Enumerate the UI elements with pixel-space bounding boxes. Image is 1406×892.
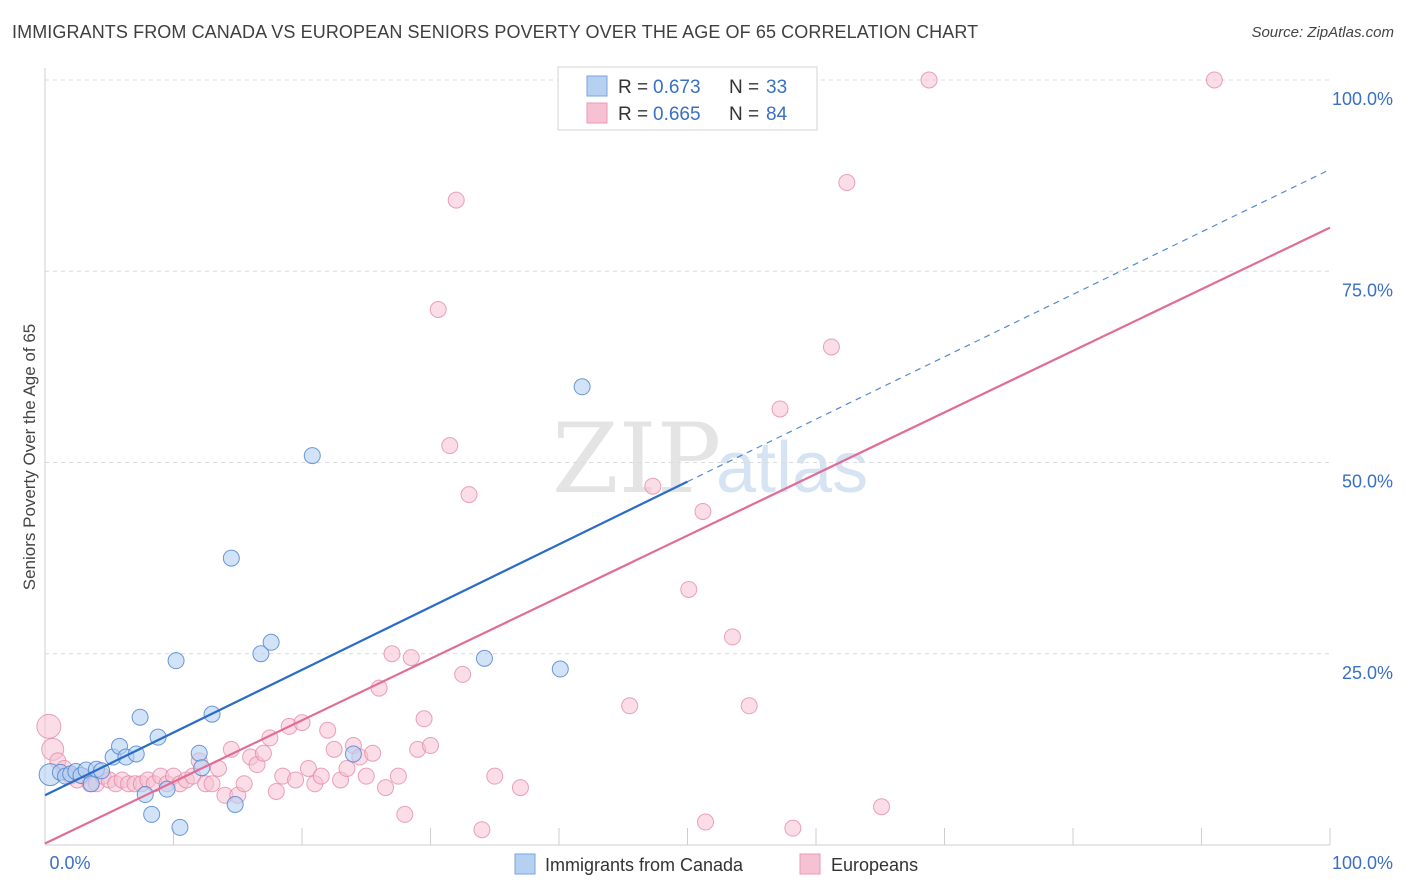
bottom-legend-swatch-europeans: [799, 853, 821, 875]
trendline-europeans: [44, 226, 1331, 845]
y-tick-label-3: 100.0%: [1332, 89, 1393, 109]
bottom-legend: Immigrants from Canada Europeans: [514, 853, 918, 875]
legend-r-label-1: R =: [618, 77, 648, 98]
legend-swatch-immigrants: [586, 75, 608, 97]
point-immigrants-14: [131, 708, 149, 726]
point-europeans-81: [873, 798, 891, 816]
bottom-legend-swatch-immigrants: [514, 853, 536, 875]
legend-swatch-europeans: [586, 102, 608, 124]
point-immigrants-28: [303, 447, 321, 465]
watermark-atlas: atlas: [716, 428, 868, 508]
point-immigrants-20: [171, 818, 189, 836]
point-europeans-36: [267, 782, 285, 800]
point-europeans-60: [422, 737, 439, 755]
point-immigrants-16: [143, 805, 161, 823]
point-immigrants-24: [222, 549, 240, 567]
point-immigrants-27: [262, 633, 280, 651]
point-immigrants-21: [190, 744, 208, 762]
point-europeans-65: [460, 486, 478, 504]
point-europeans-74: [723, 628, 741, 646]
point-immigrants-18: [158, 780, 176, 798]
y-tick-label-0: 25.0%: [1342, 663, 1393, 683]
point-europeans-80: [838, 174, 856, 192]
point-europeans-54: [383, 645, 401, 663]
point-europeans-71: [680, 580, 698, 598]
legend-r-label-2: R =: [618, 104, 648, 125]
point-immigrants-32: [573, 378, 591, 396]
point-immigrants-26: [252, 645, 270, 663]
point-europeans-0: [36, 713, 62, 739]
x-tick-label-1: 100.0%: [1332, 853, 1393, 873]
point-europeans-61: [429, 301, 447, 318]
chart-title: IMMIGRANTS FROM CANADA VS EUROPEAN SENIO…: [12, 22, 979, 42]
legend-r-value-1: 0.673: [653, 77, 701, 98]
point-europeans-82: [920, 71, 938, 89]
legend: R = 0.673 N = 33 R = 0.665 N = 84: [557, 66, 818, 131]
point-europeans-77: [784, 819, 802, 837]
point-europeans-34: [254, 744, 272, 762]
point-immigrants-29: [344, 745, 362, 763]
point-immigrants-31: [551, 660, 569, 678]
point-europeans-53: [377, 779, 395, 797]
trendline-immigrants: [44, 480, 688, 797]
grid-lines: [45, 79, 1330, 655]
point-europeans-69: [621, 697, 639, 715]
x-tick-label-0: 0.0%: [49, 853, 90, 873]
point-europeans-64: [454, 665, 472, 683]
point-europeans-50: [357, 767, 375, 785]
point-europeans-70: [644, 477, 662, 495]
point-europeans-51: [364, 744, 382, 762]
point-europeans-57: [402, 649, 420, 667]
point-europeans-31: [235, 775, 253, 793]
point-europeans-43: [312, 767, 330, 785]
point-immigrants-30: [475, 649, 493, 667]
trendlines: [44, 168, 1331, 845]
point-europeans-75: [740, 697, 758, 715]
legend-r-value-2: 0.665: [653, 104, 701, 125]
bottom-legend-label-europeans: Europeans: [831, 855, 918, 875]
watermark-zip: ZIP: [552, 403, 721, 515]
point-europeans-45: [325, 740, 343, 758]
source-label: Source: ZipAtlas.com: [1251, 24, 1394, 41]
point-europeans-72: [694, 502, 712, 520]
point-europeans-66: [473, 821, 491, 839]
point-europeans-67: [486, 767, 504, 785]
tick-labels: 25.0% 50.0% 75.0% 100.0% 0.0% 100.0%: [49, 89, 1393, 873]
point-europeans-44: [319, 721, 337, 739]
point-immigrants-7: [82, 775, 100, 793]
point-europeans-26: [203, 775, 221, 793]
point-immigrants-19: [167, 652, 185, 670]
bottom-legend-label-immigrants: Immigrants from Canada: [545, 855, 744, 875]
point-europeans-47: [338, 760, 356, 777]
point-europeans-59: [415, 710, 433, 728]
point-europeans-41: [299, 760, 317, 777]
point-immigrants-25: [226, 795, 244, 813]
point-europeans-79: [822, 338, 840, 356]
point-europeans-56: [396, 805, 414, 823]
point-europeans-62: [441, 437, 459, 455]
legend-n-label-2: N =: [729, 104, 759, 125]
point-europeans-76: [771, 400, 789, 418]
point-europeans-83: [1205, 71, 1223, 89]
y-tick-label-2: 75.0%: [1342, 280, 1393, 300]
point-europeans-55: [389, 767, 407, 785]
y-tick-label-1: 50.0%: [1342, 472, 1393, 492]
legend-n-value-1: 33: [766, 77, 787, 98]
point-europeans-63: [447, 191, 465, 209]
y-axis-title: Seniors Poverty Over the Age of 65: [20, 324, 39, 590]
trendline-immigrants-extension: [687, 168, 1331, 483]
point-europeans-73: [696, 813, 714, 831]
point-europeans-39: [287, 771, 305, 789]
point-europeans-68: [511, 779, 529, 797]
legend-n-label-1: N =: [729, 77, 759, 98]
legend-n-value-2: 84: [766, 104, 788, 125]
